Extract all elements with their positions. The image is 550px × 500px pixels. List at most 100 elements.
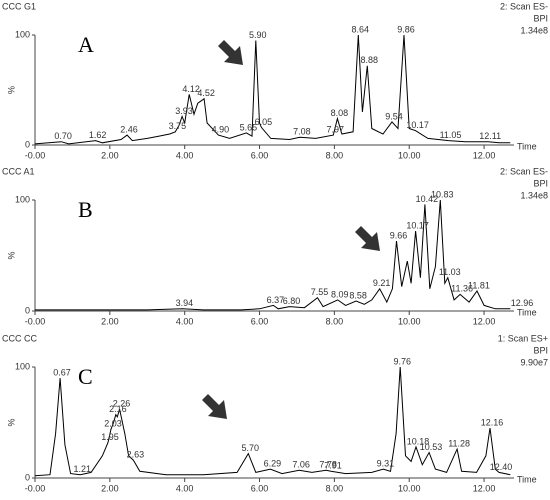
x-tick-label: 10.00 xyxy=(398,150,421,160)
peak-label: 9.76 xyxy=(393,356,411,366)
peak-label: 11.28 xyxy=(448,439,470,449)
scan-info: BPI xyxy=(533,13,548,23)
peak-label: 10.83 xyxy=(431,189,454,199)
peak-label: 9.31 xyxy=(377,458,395,468)
peak-label: 4.12 xyxy=(182,84,200,94)
scan-info: 9.90e7 xyxy=(520,357,548,367)
y-axis-label: % xyxy=(6,251,16,259)
y-tick-label: 100 xyxy=(15,29,30,39)
peak-label: 11.05 xyxy=(440,130,462,140)
peak-label: 10.18 xyxy=(407,436,430,446)
peak-label: 6.29 xyxy=(264,458,282,468)
peak-label: 5.70 xyxy=(242,443,260,453)
scan-info: BPI xyxy=(533,178,548,188)
x-tick-label: 12.00 xyxy=(473,150,496,160)
y-tick-label: 0 xyxy=(25,472,30,482)
y-tick-label: 100 xyxy=(15,361,30,371)
x-tick-label: 4.00 xyxy=(176,483,194,493)
peak-label: 12.16 xyxy=(481,417,504,427)
panel-title: CCC CC xyxy=(2,333,37,343)
peak-label: 2.03 xyxy=(104,419,122,429)
x-tick-label: -0.00 xyxy=(25,150,46,160)
peak-label: 7.97 xyxy=(326,124,344,134)
x-tick-label: 10.00 xyxy=(398,316,421,326)
x-axis-label: Time xyxy=(517,307,537,317)
peak-label: 3.94 xyxy=(176,298,194,308)
x-tick-label: -0.00 xyxy=(25,483,46,493)
arrow xyxy=(202,394,227,419)
scan-info: 2: Scan ES- xyxy=(500,166,548,176)
peak-label: 1.62 xyxy=(89,130,107,140)
peak-label: 3.75 xyxy=(169,121,187,131)
x-tick-label: 6.00 xyxy=(251,483,269,493)
x-tick-label: 12.00 xyxy=(473,483,496,493)
peak-label: 3.93 xyxy=(175,106,193,116)
peak-label: 1.95 xyxy=(101,432,119,442)
x-tick-label: 6.00 xyxy=(251,150,269,160)
panel-label: C xyxy=(78,364,93,389)
peak-label: 10.53 xyxy=(420,442,443,452)
scan-info: 2: Scan ES- xyxy=(500,1,548,11)
peak-label: 11.81 xyxy=(468,280,490,290)
peak-label: 9.21 xyxy=(373,278,391,288)
y-axis-label: % xyxy=(6,418,16,426)
x-tick-label: -0.00 xyxy=(25,316,46,326)
peak-label: 6.05 xyxy=(255,117,273,127)
x-tick-label: 2.00 xyxy=(101,483,119,493)
peak-label: 5.65 xyxy=(240,122,258,132)
x-tick-label: 8.00 xyxy=(326,483,344,493)
peak-label: 8.09 xyxy=(331,289,349,299)
peak-label: 6.80 xyxy=(283,296,301,306)
peak-label: 9.86 xyxy=(397,24,415,34)
peak-label: 1.21 xyxy=(74,464,92,474)
peak-label: 7.06 xyxy=(292,460,310,470)
peak-label: 7.91 xyxy=(324,461,342,471)
peak-label: 2.46 xyxy=(120,124,138,134)
trace xyxy=(34,366,511,477)
x-tick-label: 2.00 xyxy=(101,316,119,326)
panel-label: B xyxy=(78,197,93,222)
peak-label: 10.42 xyxy=(416,194,439,204)
peak-label: 9.66 xyxy=(390,230,408,240)
scan-info: 1.34e8 xyxy=(520,190,548,200)
peak-label: 12.11 xyxy=(479,131,501,141)
peak-label: 11.03 xyxy=(439,267,461,277)
peak-label: 8.88 xyxy=(361,55,379,65)
peak-label: 12.96 xyxy=(511,298,534,308)
peak-label: 11.36 xyxy=(451,284,473,294)
trace xyxy=(34,34,511,145)
scan-info: 1.34e8 xyxy=(520,25,548,35)
x-tick-label: 4.00 xyxy=(176,316,194,326)
x-tick-label: 12.00 xyxy=(473,316,496,326)
x-tick-label: 8.00 xyxy=(326,150,344,160)
panel-label: A xyxy=(78,32,94,57)
y-tick-label: 100 xyxy=(15,194,30,204)
peak-label: 8.08 xyxy=(331,108,349,118)
peak-label: 8.58 xyxy=(349,290,367,300)
peak-label: 4.90 xyxy=(212,124,230,134)
peak-label: 6.37 xyxy=(267,295,285,305)
peak-label: 8.64 xyxy=(352,24,370,34)
scan-info: BPI xyxy=(533,345,548,355)
y-tick-label: 0 xyxy=(25,139,30,149)
x-axis-label: Time xyxy=(517,474,537,484)
peak-label: 7.55 xyxy=(311,287,329,297)
peak-label: 9.54 xyxy=(385,111,403,121)
arrow xyxy=(218,40,243,65)
x-tick-label: 4.00 xyxy=(176,150,194,160)
y-axis-label: % xyxy=(6,86,16,94)
peak-label: 7.78 xyxy=(319,460,337,470)
peak-label: 10.17 xyxy=(406,120,429,130)
peak-label: 7.08 xyxy=(293,127,311,137)
peak-label: 12.40 xyxy=(490,462,513,472)
scan-info: 1: Scan ES+ xyxy=(498,333,548,343)
peak-label: 0.70 xyxy=(54,131,72,141)
arrow xyxy=(355,226,380,251)
peak-label: 2.26 xyxy=(113,399,131,409)
peak-label: 2.16 xyxy=(109,404,127,414)
peak-label: 10.17 xyxy=(406,220,429,230)
x-tick-label: 6.00 xyxy=(251,316,269,326)
peak-label: 0.67 xyxy=(53,367,71,377)
x-tick-label: 10.00 xyxy=(398,483,421,493)
